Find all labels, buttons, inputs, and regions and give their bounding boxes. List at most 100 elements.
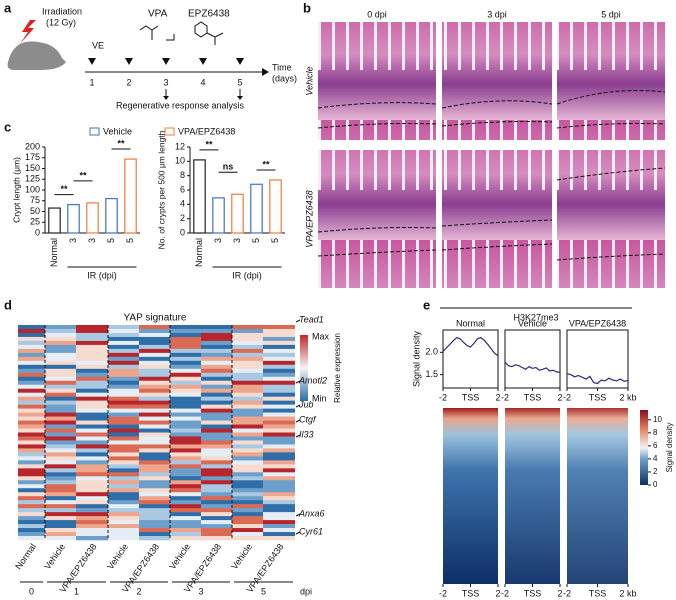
heatmap-cell [108,372,139,378]
heatmap-cell [263,384,295,390]
panel-letter: d [4,297,12,312]
heatmap-cell [18,348,45,354]
heatmap-cell [232,516,263,521]
heatmap-cell [232,340,263,346]
heatmap-cell [76,408,108,413]
heatmap-cell [76,536,108,541]
heatmap-cell [18,424,45,429]
heatmap-cell [263,504,295,509]
heatmap-cell [201,424,232,429]
heatmap-cell [263,444,295,449]
heatmap-cell [108,325,139,330]
heatmap-cell [232,380,263,386]
heatmap-cell [139,380,170,386]
heatmap-cell [18,336,45,342]
heatmap-cell [139,392,170,397]
heatmap-cell [201,360,232,366]
heatmap-cell [45,432,76,437]
heatmap-cell [108,416,139,421]
heatmap-cell [18,376,45,382]
x-tick-label: 3 [232,238,242,243]
heatmap-cell [18,444,45,449]
heatmap-cell [170,396,201,401]
heatmap-cell [263,420,295,425]
gene-label: Amotl2 [298,375,327,385]
heatmap-cell [201,516,232,521]
heatmap-cell [201,500,232,505]
bar [105,198,118,234]
y-tick-label: 25 [30,217,40,227]
heatmap-cell [45,460,76,465]
heatmap-cell [45,360,76,366]
dpi-group-label: 2 [136,586,141,596]
heatmap-cell [263,352,295,358]
heatmap-cell [139,325,170,330]
day-marker [199,58,207,65]
heatmap-cell [139,472,170,477]
heatmap-cell [170,532,201,537]
heatmap-cell [263,332,295,338]
structure [194,21,224,45]
heatmap-cell [45,384,76,390]
heatmap-cell [170,536,201,541]
heatmap-cell [170,460,201,465]
heatmap-cell [45,496,76,501]
heatmap [443,408,498,584]
heatmap-cell [263,392,295,397]
heatmap-cell [201,532,232,537]
day-marker [162,58,170,65]
heatmap-cell [263,528,295,533]
heatmap-cell [139,420,170,425]
heatmap-cell [18,396,45,401]
heatmap-cell [232,328,263,334]
heatmap-cell [201,352,232,358]
mouse-icon [7,41,67,70]
heatmap-cell [108,436,139,441]
heatmap-cell [232,332,263,338]
heatmap-cell [76,496,108,501]
heatmap-cell [45,480,76,485]
heatmap-cell [263,464,295,469]
heatmap-cell [45,528,76,533]
heatmap-cell [45,500,76,505]
heatmap-cell [108,524,139,529]
column-label: 0 dpi [367,9,387,19]
row-label: VPA/EPZ6438 [304,190,314,247]
heatmap-cell [76,520,108,525]
gene-label: Il33 [299,429,314,439]
heatmap-cell [108,472,139,477]
heatmap-cell [108,344,139,350]
heatmap-cell [201,332,232,338]
heatmap-cell [263,328,295,334]
heatmap-cell [232,500,263,505]
x-tick-label: 2 kb [619,588,636,598]
heatmap-cell [76,432,108,437]
heatmap-cell [45,484,76,489]
heatmap-cell [45,408,76,413]
heatmap-cell [232,440,263,445]
heatmap-cell [232,424,263,429]
heatmap-cell [45,448,76,453]
heatmap-cell [263,524,295,529]
heatmap-cell [232,512,263,517]
label: Irradiation [42,6,82,16]
heatmap-cell [18,508,45,513]
bar [193,159,206,234]
colorbar-tick-label: 6 [653,441,658,450]
heatmap-cell [139,424,170,429]
x-tick-label: TSS [524,588,542,598]
day-label: 5 [237,77,242,87]
heatmap-cell [170,325,201,330]
heatmap-cell [45,476,76,481]
x-tick-label: Normal [194,238,204,267]
heatmap-cell [201,484,232,489]
heatmap-cell [232,376,263,382]
heatmap-cell [108,468,139,473]
heatmap-cell [263,412,295,417]
heatmap-cell [201,344,232,350]
heatmap-cell [18,476,45,481]
heatmap-cell [232,412,263,417]
heatmap-cell [263,520,295,525]
heatmap-cell [108,360,139,366]
heatmap-cell [232,404,263,409]
